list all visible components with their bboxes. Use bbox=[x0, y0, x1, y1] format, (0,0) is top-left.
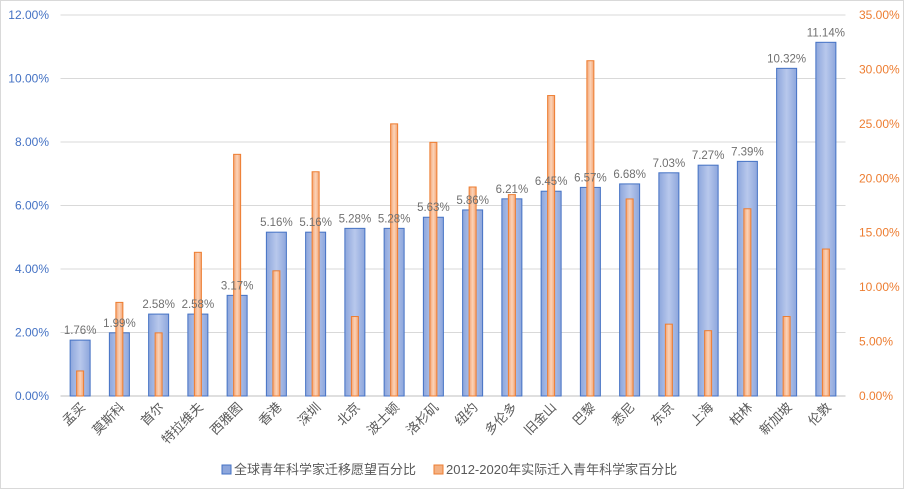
x-tick-label: 新加坡 bbox=[757, 400, 795, 438]
legend-swatch-blue bbox=[221, 464, 232, 475]
y-right-tick-label: 0.00% bbox=[859, 389, 893, 403]
data-label: 6.68% bbox=[613, 169, 646, 181]
x-tick-label: 北京 bbox=[334, 400, 363, 429]
data-label: 7.27% bbox=[692, 150, 725, 162]
data-label: 7.39% bbox=[731, 146, 764, 158]
x-tick-label: 洛杉矶 bbox=[403, 400, 441, 438]
bar-2012-2020年实际迁入青年科学家百分比 bbox=[115, 301, 124, 397]
y-left-tick-label: 0.00% bbox=[15, 389, 49, 403]
x-tick-label: 深圳 bbox=[295, 400, 324, 429]
data-label: 5.86% bbox=[456, 195, 489, 207]
x-tick-label: 波士顿 bbox=[364, 400, 402, 438]
bar-2012-2020年实际迁入青年科学家百分比 bbox=[350, 316, 359, 397]
y-left-tick-label: 2.00% bbox=[15, 326, 49, 340]
data-label: 6.45% bbox=[535, 176, 568, 188]
bar-2012-2020年实际迁入青年科学家百分比 bbox=[193, 251, 202, 397]
x-tick-label: 悉尼 bbox=[609, 400, 638, 429]
bar-2012-2020年实际迁入青年科学家百分比 bbox=[390, 123, 399, 397]
y-right-tick-label: 35.00% bbox=[859, 8, 900, 22]
x-tick-label: 伦敦 bbox=[805, 400, 834, 429]
data-label: 11.14% bbox=[807, 27, 845, 39]
x-tick-label: 首尔 bbox=[138, 400, 167, 429]
data-label: 7.03% bbox=[653, 158, 686, 170]
data-label: 5.63% bbox=[417, 202, 450, 214]
bar-2012-2020年实际迁入青年科学家百分比 bbox=[704, 330, 713, 397]
y-left-tick-label: 4.00% bbox=[15, 262, 49, 276]
bar-2012-2020年实际迁入青年科学家百分比 bbox=[154, 332, 163, 397]
bar-2012-2020年实际迁入青年科学家百分比 bbox=[586, 60, 595, 397]
legend-swatch-orange bbox=[433, 464, 444, 475]
legend-label: 2012-2020年实际迁入青年科学家百分比 bbox=[446, 462, 677, 477]
data-label: 2.58% bbox=[142, 299, 175, 311]
bar-2012-2020年实际迁入青年科学家百分比 bbox=[821, 248, 830, 397]
data-label: 5.16% bbox=[260, 217, 293, 229]
data-label: 5.28% bbox=[378, 213, 411, 225]
data-label: 3.17% bbox=[221, 280, 254, 292]
bar-2012-2020年实际迁入青年科学家百分比 bbox=[233, 153, 242, 397]
data-label: 10.32% bbox=[767, 53, 806, 65]
data-label: 2.58% bbox=[182, 299, 215, 311]
x-tick-label: 特拉维夫 bbox=[159, 400, 206, 447]
x-tick-label: 巴黎 bbox=[569, 400, 598, 429]
y-left-tick-label: 10.00% bbox=[8, 72, 49, 86]
bar-2012-2020年实际迁入青年科学家百分比 bbox=[507, 194, 516, 397]
bar-2012-2020年实际迁入青年科学家百分比 bbox=[664, 323, 673, 397]
y-right-tick-label: 5.00% bbox=[859, 335, 893, 349]
x-tick-label: 旧金山 bbox=[521, 400, 559, 438]
data-label: 1.76% bbox=[64, 325, 97, 337]
bar-2012-2020年实际迁入青年科学家百分比 bbox=[547, 95, 556, 397]
bar-2012-2020年实际迁入青年科学家百分比 bbox=[743, 208, 752, 397]
bar-2012-2020年实际迁入青年科学家百分比 bbox=[625, 198, 634, 397]
data-label: 5.28% bbox=[339, 213, 372, 225]
bar-2012-2020年实际迁入青年科学家百分比 bbox=[76, 370, 85, 397]
bar-2012-2020年实际迁入青年科学家百分比 bbox=[468, 186, 477, 397]
x-tick-label: 上海 bbox=[687, 400, 716, 429]
y-right-tick-label: 30.00% bbox=[859, 62, 900, 76]
x-tick-label: 香港 bbox=[255, 400, 284, 429]
x-tick-label: 多伦多 bbox=[482, 400, 520, 438]
data-label: 6.57% bbox=[574, 172, 607, 184]
x-tick-label: 纽约 bbox=[452, 400, 481, 429]
x-tick-label: 柏林 bbox=[726, 400, 755, 429]
bar-2012-2020年实际迁入青年科学家百分比 bbox=[311, 171, 320, 397]
x-tick-label: 东京 bbox=[648, 400, 677, 429]
y-right-tick-label: 10.00% bbox=[859, 280, 900, 294]
y-right-tick-label: 25.00% bbox=[859, 117, 900, 131]
data-label: 1.99% bbox=[103, 318, 136, 330]
data-label: 6.21% bbox=[496, 184, 529, 196]
y-right-tick-label: 15.00% bbox=[859, 226, 900, 240]
x-tick-label: 莫斯科 bbox=[89, 400, 127, 438]
data-label: 5.16% bbox=[299, 217, 332, 229]
bar-2012-2020年实际迁入青年科学家百分比 bbox=[782, 316, 791, 397]
y-left-tick-label: 8.00% bbox=[15, 135, 49, 149]
legend-label: 全球青年科学家迁移愿望百分比 bbox=[234, 462, 416, 477]
bar-2012-2020年实际迁入青年科学家百分比 bbox=[272, 270, 281, 397]
x-tick-label: 西雅图 bbox=[207, 400, 245, 438]
bar-2012-2020年实际迁入青年科学家百分比 bbox=[429, 141, 438, 397]
y-left-tick-label: 6.00% bbox=[15, 199, 49, 213]
x-tick-label: 孟买 bbox=[59, 400, 88, 429]
y-right-tick-label: 20.00% bbox=[859, 171, 900, 185]
y-left-tick-label: 12.00% bbox=[8, 8, 49, 22]
